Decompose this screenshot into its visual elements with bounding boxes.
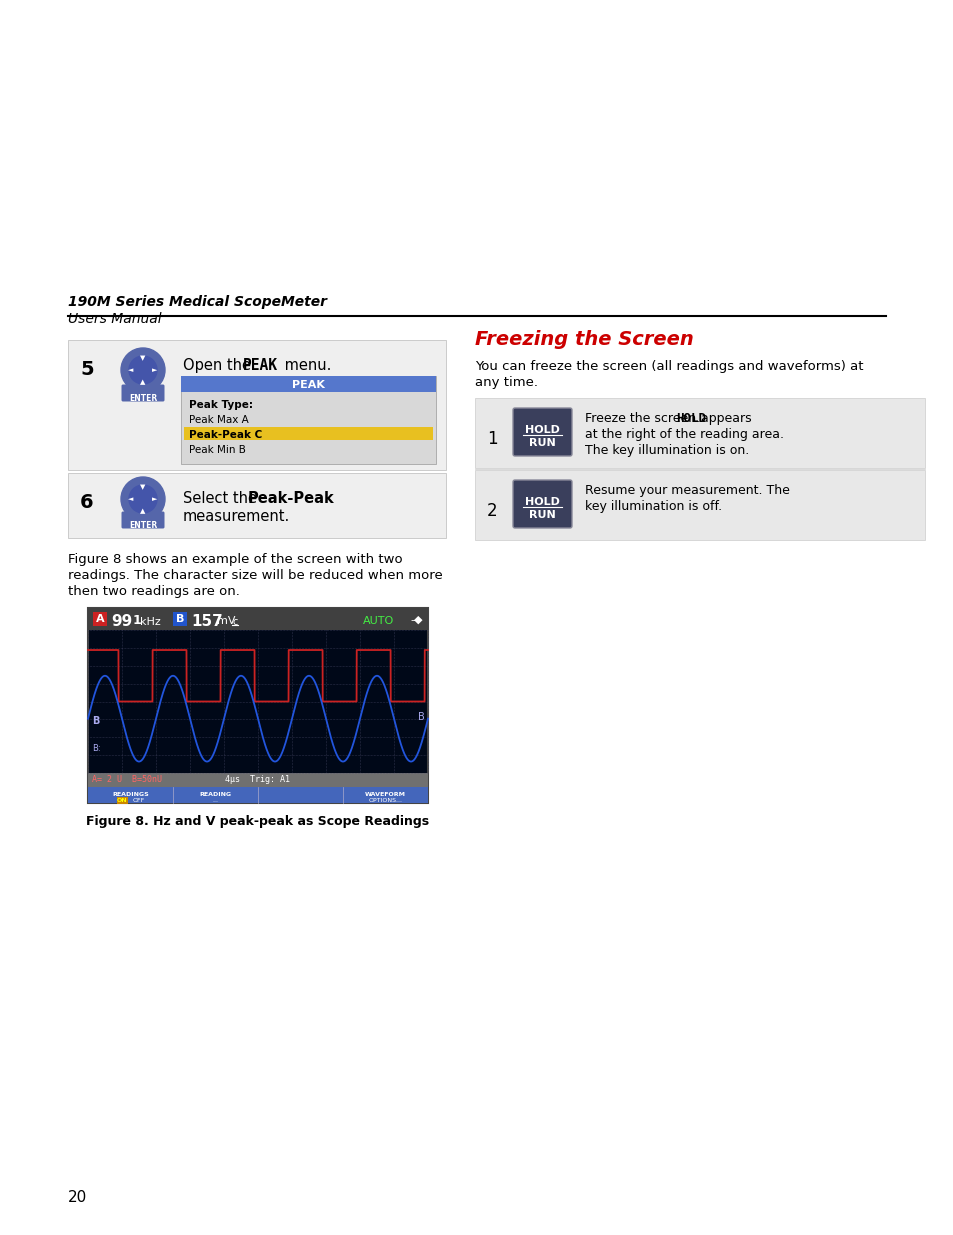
Text: A: A bbox=[95, 614, 104, 624]
Bar bbox=[88, 773, 428, 787]
Circle shape bbox=[121, 348, 165, 391]
FancyBboxPatch shape bbox=[121, 511, 164, 529]
Text: -◆: -◆ bbox=[410, 615, 422, 625]
Text: ▼: ▼ bbox=[140, 354, 146, 361]
Text: ▲: ▲ bbox=[140, 508, 146, 514]
Text: ENTER: ENTER bbox=[129, 521, 157, 530]
Text: B: B bbox=[175, 614, 184, 624]
Text: PEAK: PEAK bbox=[292, 380, 325, 390]
Text: any time.: any time. bbox=[475, 375, 537, 389]
Bar bbox=[181, 375, 436, 391]
Text: 190M Series Medical ScopeMeter: 190M Series Medical ScopeMeter bbox=[68, 295, 327, 309]
Text: c: c bbox=[233, 618, 238, 627]
Bar bbox=[475, 471, 924, 540]
Circle shape bbox=[129, 485, 157, 513]
Text: Peak-Peak C: Peak-Peak C bbox=[189, 430, 262, 440]
Text: Resume your measurement. The: Resume your measurement. The bbox=[584, 484, 789, 496]
Text: READINGS: READINGS bbox=[112, 792, 149, 797]
Text: measurement.: measurement. bbox=[183, 509, 290, 524]
Text: Freezing the Screen: Freezing the Screen bbox=[475, 330, 693, 350]
Text: 99: 99 bbox=[111, 614, 132, 629]
FancyBboxPatch shape bbox=[513, 408, 572, 456]
Text: 5: 5 bbox=[80, 359, 93, 379]
Circle shape bbox=[121, 477, 165, 521]
Text: PEAK: PEAK bbox=[243, 358, 277, 373]
Text: OPTIONS...: OPTIONS... bbox=[368, 798, 402, 803]
Circle shape bbox=[129, 356, 157, 384]
Text: Open the: Open the bbox=[183, 358, 255, 373]
Text: 4μs  Trig: A1: 4μs Trig: A1 bbox=[225, 776, 291, 784]
Text: at the right of the reading area.: at the right of the reading area. bbox=[584, 429, 783, 441]
Text: mV: mV bbox=[216, 616, 235, 626]
Text: 1: 1 bbox=[132, 614, 142, 627]
Text: 20: 20 bbox=[68, 1191, 87, 1205]
Text: Peak-Peak: Peak-Peak bbox=[248, 492, 335, 506]
Text: HOLD: HOLD bbox=[524, 496, 559, 508]
Text: ...: ... bbox=[213, 798, 218, 803]
Text: The key illumination is on.: The key illumination is on. bbox=[584, 445, 748, 457]
Text: A= 2 U  B=50nU: A= 2 U B=50nU bbox=[91, 776, 162, 784]
Text: Users Manual: Users Manual bbox=[68, 312, 161, 326]
Text: menu.: menu. bbox=[280, 358, 331, 373]
Text: ENTER: ENTER bbox=[129, 394, 157, 403]
Bar bbox=[88, 608, 428, 630]
Text: ◄: ◄ bbox=[128, 367, 133, 373]
Bar bbox=[92, 613, 107, 626]
Bar bbox=[184, 427, 433, 440]
Text: kHz: kHz bbox=[140, 618, 161, 627]
Text: key illumination is off.: key illumination is off. bbox=[584, 500, 721, 513]
Text: Figure 8. Hz and V peak-peak as Scope Readings: Figure 8. Hz and V peak-peak as Scope Re… bbox=[87, 815, 429, 827]
Text: ◄: ◄ bbox=[128, 496, 133, 501]
Bar bbox=[68, 340, 446, 471]
Bar bbox=[88, 608, 428, 803]
Text: HOLD: HOLD bbox=[676, 412, 705, 425]
Text: 157: 157 bbox=[191, 614, 222, 629]
Text: 6: 6 bbox=[80, 493, 93, 513]
Bar bbox=[172, 613, 187, 626]
Text: B: B bbox=[417, 711, 424, 721]
Text: ▼: ▼ bbox=[140, 484, 146, 490]
Text: appears: appears bbox=[697, 412, 751, 425]
Text: ►: ► bbox=[152, 496, 157, 501]
Text: B: B bbox=[91, 715, 99, 726]
Bar bbox=[88, 787, 428, 803]
Text: Select the: Select the bbox=[183, 492, 261, 506]
Bar bbox=[181, 375, 436, 464]
Text: readings. The character size will be reduced when more: readings. The character size will be red… bbox=[68, 569, 442, 582]
Text: Peak Type:: Peak Type: bbox=[189, 400, 253, 410]
Text: RUN: RUN bbox=[529, 438, 556, 448]
Bar bbox=[68, 473, 446, 538]
Text: Freeze the screen.: Freeze the screen. bbox=[584, 412, 703, 425]
Text: HOLD: HOLD bbox=[524, 425, 559, 435]
Text: RUN: RUN bbox=[529, 510, 556, 520]
Text: WAVEFORM: WAVEFORM bbox=[365, 792, 406, 797]
Text: ►: ► bbox=[152, 367, 157, 373]
FancyBboxPatch shape bbox=[121, 384, 164, 401]
FancyBboxPatch shape bbox=[513, 480, 572, 529]
Text: ON: ON bbox=[117, 798, 128, 803]
Text: B:: B: bbox=[91, 745, 100, 753]
Text: Figure 8 shows an example of the screen with two: Figure 8 shows an example of the screen … bbox=[68, 553, 402, 566]
Text: Peak Min B: Peak Min B bbox=[189, 445, 246, 454]
Text: OFF: OFF bbox=[132, 798, 145, 803]
Bar bbox=[475, 398, 924, 468]
Text: You can freeze the screen (all readings and waveforms) at: You can freeze the screen (all readings … bbox=[475, 359, 862, 373]
Text: ▲: ▲ bbox=[140, 379, 146, 385]
Text: then two readings are on.: then two readings are on. bbox=[68, 585, 239, 598]
Text: Peak Max A: Peak Max A bbox=[189, 415, 249, 425]
Text: 1: 1 bbox=[486, 430, 497, 448]
Text: AUTO: AUTO bbox=[363, 616, 394, 626]
Text: READING: READING bbox=[199, 792, 232, 797]
Text: 2: 2 bbox=[486, 501, 497, 520]
